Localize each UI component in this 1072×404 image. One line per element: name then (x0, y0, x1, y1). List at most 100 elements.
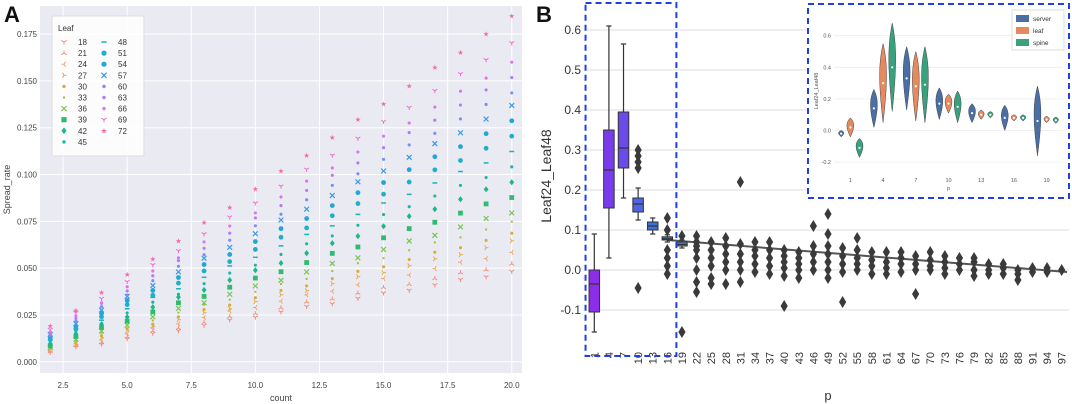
legend-label: 54 (118, 60, 127, 69)
data-point (99, 334, 104, 338)
data-point (509, 249, 514, 255)
data-point (202, 307, 206, 312)
box-1 (588, 233, 601, 333)
data-point (201, 255, 207, 262)
inset-y-tick-label: 0.0 (823, 129, 831, 135)
series-60 (48, 91, 514, 338)
data-point (484, 88, 488, 92)
data-point (176, 280, 181, 286)
x-tick-label: 73 (940, 352, 952, 364)
data-point (457, 129, 464, 136)
legend-label: 63 (118, 94, 127, 103)
data-point (432, 167, 438, 173)
violin-median (947, 102, 950, 105)
outlier-point (868, 246, 876, 258)
violin-7-leaf (912, 50, 920, 122)
legend-swatch (1016, 27, 1029, 34)
series-54 (47, 118, 515, 339)
data-point (124, 318, 130, 324)
data-point (380, 168, 387, 174)
x-tick-label: 28 (721, 352, 733, 364)
data-point (278, 184, 284, 189)
data-point (73, 320, 79, 327)
data-point (355, 244, 361, 250)
data-point (355, 255, 361, 261)
outlier-point (722, 278, 730, 290)
data-point (433, 250, 437, 254)
violin-median (1045, 118, 1048, 121)
violin-4-server (870, 88, 878, 128)
data-point (509, 133, 515, 139)
data-point (305, 277, 308, 280)
violin-median (980, 113, 983, 116)
outlier-point (1014, 274, 1022, 286)
legend: Leaf 18 21 24 27 30 33 36 39 42 45 48 51 54 57 60 63 66 69… (51, 15, 145, 157)
data-point (457, 277, 464, 282)
data-point (304, 260, 310, 265)
outlier-point (663, 212, 671, 224)
y-tick-label: 0.175 (17, 30, 38, 39)
x-axis-label: p (824, 388, 831, 403)
legend-label: 24 (78, 60, 87, 69)
data-point (509, 195, 515, 200)
outlier-point (736, 264, 744, 276)
data-point (432, 206, 438, 213)
data-point (228, 271, 232, 275)
data-point (279, 252, 283, 257)
data-point (406, 154, 413, 161)
violin-10-leaf (944, 93, 953, 114)
data-point (329, 203, 335, 209)
data-point (99, 325, 104, 330)
data-point (484, 76, 488, 80)
data-point (303, 206, 310, 212)
data-point: ★ (226, 203, 232, 212)
data-point (330, 183, 334, 187)
outlier-point (1058, 264, 1066, 276)
outlier-point (882, 246, 891, 258)
data-point (305, 198, 309, 202)
outlier-point (809, 256, 817, 268)
outlier-point (839, 250, 847, 262)
outlier-point (882, 268, 891, 280)
x-tick-label: 34 (750, 352, 762, 364)
data-point (457, 270, 464, 275)
legend-label: 36 (78, 105, 87, 114)
outlier-point (839, 242, 847, 254)
data-point (509, 261, 515, 266)
data-point (330, 234, 334, 238)
data-point (305, 179, 309, 183)
data-point (356, 262, 359, 265)
outlier-point (736, 176, 744, 188)
data-point (280, 282, 282, 285)
data-point (252, 267, 258, 274)
y-tick-label: 0.100 (17, 171, 38, 180)
data-point (228, 303, 232, 307)
data-point (101, 117, 107, 123)
data-point (124, 334, 130, 339)
series-45 (48, 165, 514, 344)
data-point (252, 315, 259, 320)
legend-label: 42 (78, 127, 87, 136)
data-point (483, 57, 489, 63)
box-16 (661, 234, 674, 243)
outlier-point (722, 264, 730, 276)
data-point (175, 305, 182, 312)
outlier-point (795, 272, 803, 284)
data-point (253, 263, 257, 267)
panel-label-a: A (4, 2, 20, 27)
x-tick-label: 22 (692, 352, 704, 364)
outlier-point (780, 300, 788, 312)
outlier-point (692, 244, 701, 256)
data-point (176, 294, 181, 301)
data-point (356, 150, 360, 154)
series-42 (47, 179, 515, 348)
legend-label: 33 (78, 94, 87, 103)
data-point (63, 96, 65, 99)
legend-label: spine (1033, 40, 1049, 47)
violin-median (858, 146, 861, 149)
outlier-point (707, 236, 715, 248)
data-point (381, 235, 386, 241)
data-point (175, 248, 182, 254)
data-point (62, 84, 66, 89)
